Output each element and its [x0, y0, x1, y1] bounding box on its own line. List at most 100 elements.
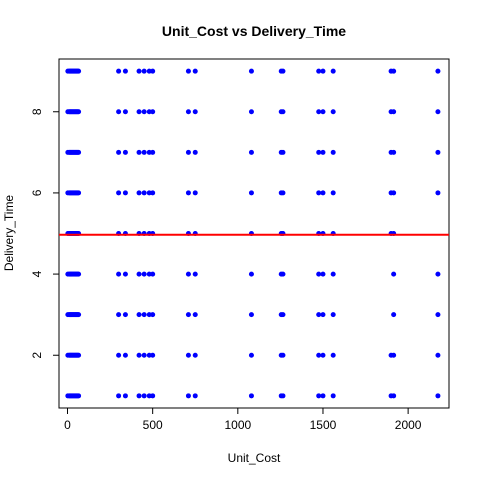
- data-point: [185, 109, 191, 115]
- data-point: [76, 109, 82, 115]
- data-point: [316, 312, 322, 318]
- data-point: [435, 271, 441, 277]
- data-point: [435, 109, 441, 115]
- data-point: [330, 68, 336, 74]
- data-point: [150, 190, 156, 196]
- data-point: [136, 312, 142, 318]
- x-tick-label: 1500: [310, 418, 337, 432]
- data-point: [185, 393, 191, 399]
- data-point: [122, 190, 128, 196]
- data-point: [320, 271, 326, 277]
- data-point: [435, 352, 441, 358]
- data-point: [150, 393, 156, 399]
- data-point: [185, 312, 191, 318]
- data-point: [122, 271, 128, 277]
- data-point: [248, 68, 254, 74]
- data-point: [280, 190, 286, 196]
- x-tick-label: 0: [64, 418, 71, 432]
- y-tick-label: 4: [30, 270, 44, 277]
- data-point: [435, 190, 441, 196]
- data-point: [141, 109, 147, 115]
- data-point: [391, 393, 397, 399]
- data-point: [316, 149, 322, 155]
- data-point: [280, 68, 286, 74]
- data-point: [122, 109, 128, 115]
- data-point: [116, 393, 122, 399]
- data-point: [280, 149, 286, 155]
- data-point: [141, 352, 147, 358]
- data-point: [330, 271, 336, 277]
- data-point: [116, 68, 122, 74]
- y-tick-label: 2: [30, 352, 44, 359]
- data-point: [122, 393, 128, 399]
- data-point: [316, 271, 322, 277]
- data-point: [76, 393, 82, 399]
- data-point: [185, 149, 191, 155]
- data-point: [122, 312, 128, 318]
- data-point: [122, 352, 128, 358]
- data-point: [391, 149, 397, 155]
- data-point: [150, 271, 156, 277]
- data-point: [185, 190, 191, 196]
- data-point: [435, 149, 441, 155]
- data-point: [248, 393, 254, 399]
- y-axis: 2 4 6 8: [30, 108, 60, 359]
- data-point: [116, 271, 122, 277]
- data-point: [316, 352, 322, 358]
- data-point: [192, 393, 198, 399]
- data-point: [136, 109, 142, 115]
- data-point: [330, 149, 336, 155]
- data-point: [192, 68, 198, 74]
- data-point: [136, 190, 142, 196]
- data-point: [141, 149, 147, 155]
- data-point: [280, 109, 286, 115]
- data-point: [391, 271, 397, 277]
- x-tick-label: 2000: [395, 418, 422, 432]
- data-point: [185, 271, 191, 277]
- data-point: [280, 271, 286, 277]
- data-point: [330, 393, 336, 399]
- data-point: [391, 109, 397, 115]
- data-point: [280, 352, 286, 358]
- data-point: [192, 271, 198, 277]
- data-point: [122, 149, 128, 155]
- data-point: [141, 271, 147, 277]
- data-point: [76, 190, 82, 196]
- data-point: [248, 190, 254, 196]
- y-tick-label: 8: [30, 108, 44, 115]
- data-point: [150, 352, 156, 358]
- chart-title: Unit_Cost vs Delivery_Time: [162, 23, 346, 39]
- data-point: [136, 68, 142, 74]
- data-point: [141, 68, 147, 74]
- data-point: [136, 393, 142, 399]
- data-point: [150, 68, 156, 74]
- data-point: [76, 352, 82, 358]
- y-tick-label: 6: [30, 189, 44, 196]
- data-point: [391, 68, 397, 74]
- data-point: [122, 68, 128, 74]
- data-point: [435, 68, 441, 74]
- x-axis-label: Unit_Cost: [228, 451, 281, 465]
- data-point: [141, 312, 147, 318]
- data-point: [391, 312, 397, 318]
- data-point: [391, 190, 397, 196]
- data-point: [248, 149, 254, 155]
- data-point: [320, 352, 326, 358]
- data-point: [330, 109, 336, 115]
- data-point: [116, 109, 122, 115]
- data-point: [280, 393, 286, 399]
- data-point: [150, 149, 156, 155]
- data-point: [192, 190, 198, 196]
- data-point: [330, 352, 336, 358]
- data-point: [248, 352, 254, 358]
- data-point: [248, 312, 254, 318]
- data-point: [320, 68, 326, 74]
- data-point: [141, 190, 147, 196]
- data-point: [316, 190, 322, 196]
- data-point: [76, 149, 82, 155]
- data-point: [76, 68, 82, 74]
- data-point: [116, 190, 122, 196]
- data-point: [320, 393, 326, 399]
- data-point: [320, 190, 326, 196]
